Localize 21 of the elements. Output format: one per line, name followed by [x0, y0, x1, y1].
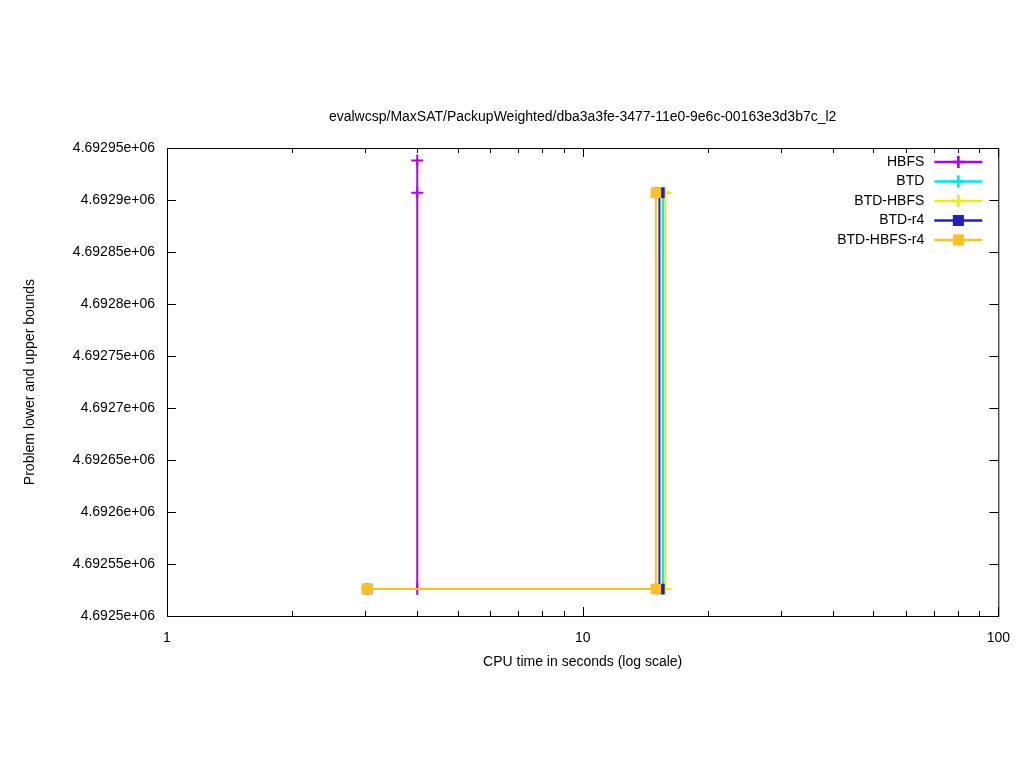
legend-label: BTD-HBFS: [854, 191, 925, 208]
x-tick-label: 10: [574, 629, 591, 646]
legend-label: HBFS: [886, 152, 925, 169]
y-tick-label: 4.6926e+06: [80, 502, 156, 519]
chart-title: evalwcsp/MaxSAT/PackupWeighted/dba3a3fe-3477-11e0-9e6c-00163e3d3b7c_l2: [328, 107, 837, 124]
y-tick-label: 4.6927e+06: [80, 398, 156, 415]
x-tick-label: 1: [163, 629, 172, 646]
x-tick-label: 100: [986, 629, 1011, 646]
legend-label: BTD: [896, 172, 925, 189]
y-tick-label: 4.6928e+06: [80, 294, 156, 311]
x-axis-title: CPU time in seconds (log scale): [483, 652, 683, 669]
legend-label: BTD-r4: [879, 211, 925, 228]
y-tick-label: 4.69275e+06: [72, 346, 156, 363]
y-tick-label: 4.69265e+06: [72, 450, 156, 467]
y-tick-label: 4.6929e+06: [80, 190, 156, 207]
y-axis-title: Problem lower and upper bounds: [20, 278, 37, 486]
y-tick-label: 4.6925e+06: [80, 606, 156, 623]
y-tick-label: 4.69295e+06: [72, 138, 156, 155]
legend-label: BTD-HBFS-r4: [837, 230, 925, 247]
y-tick-label: 4.69255e+06: [72, 554, 156, 571]
y-tick-label: 4.69285e+06: [72, 242, 156, 259]
